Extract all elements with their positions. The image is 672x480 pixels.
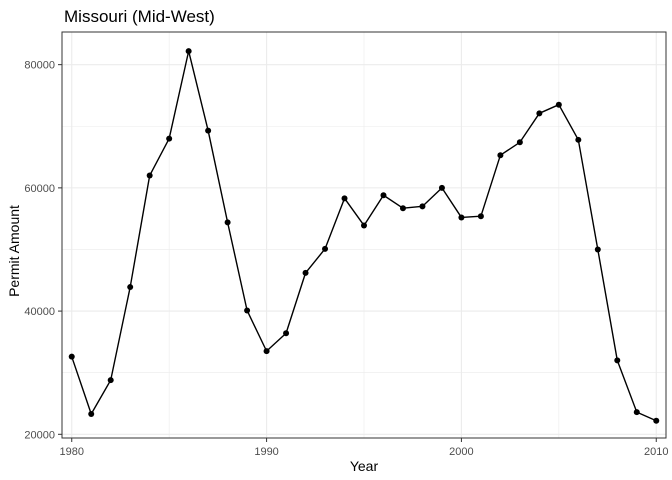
chart-title: Missouri (Mid-West) (64, 7, 215, 26)
x-axis-label: Year (350, 458, 379, 474)
data-point (224, 219, 231, 226)
data-point (68, 353, 75, 360)
data-point (185, 48, 192, 55)
data-point (594, 246, 601, 253)
y-axis-label: Permit Amount (6, 205, 22, 297)
axis-ticks (58, 64, 657, 442)
data-point (302, 269, 309, 276)
y-axis-tick-labels: 20000 40000 60000 80000 (24, 60, 55, 442)
x-axis-tick-labels: 1980 1990 2000 2010 (59, 446, 668, 458)
data-point (244, 307, 251, 314)
y-tick-label: 20000 (24, 429, 55, 441)
data-point (107, 377, 114, 384)
panel-border (61, 31, 667, 439)
data-point (127, 284, 134, 291)
data-point (614, 357, 621, 364)
data-point (205, 127, 212, 134)
data-point (361, 222, 367, 229)
y-tick-label: 40000 (24, 306, 55, 318)
data-point (263, 348, 270, 355)
data-point (633, 409, 640, 416)
data-point (88, 410, 95, 417)
data-point (516, 139, 523, 146)
data-point (380, 192, 387, 199)
data-point (399, 205, 406, 212)
y-tick-label: 80000 (24, 60, 55, 72)
data-point (166, 135, 173, 142)
data-point (653, 417, 660, 424)
data-point (419, 203, 426, 210)
data-point (575, 136, 582, 143)
grid (62, 32, 666, 438)
data-point (322, 245, 329, 252)
data-point (146, 172, 153, 179)
y-tick-label: 60000 (24, 183, 55, 195)
data-point (497, 152, 504, 159)
x-tick-label: 1990 (254, 446, 278, 458)
data-point (555, 101, 562, 108)
x-tick-label: 1980 (59, 446, 83, 458)
data-point (283, 330, 290, 337)
x-tick-label: 2010 (644, 446, 668, 458)
data-point (341, 195, 348, 202)
data-point (458, 214, 465, 221)
data-points (68, 48, 660, 424)
data-point (536, 110, 543, 117)
x-tick-label: 2000 (449, 446, 473, 458)
data-point (477, 213, 484, 220)
data-point (438, 184, 445, 191)
